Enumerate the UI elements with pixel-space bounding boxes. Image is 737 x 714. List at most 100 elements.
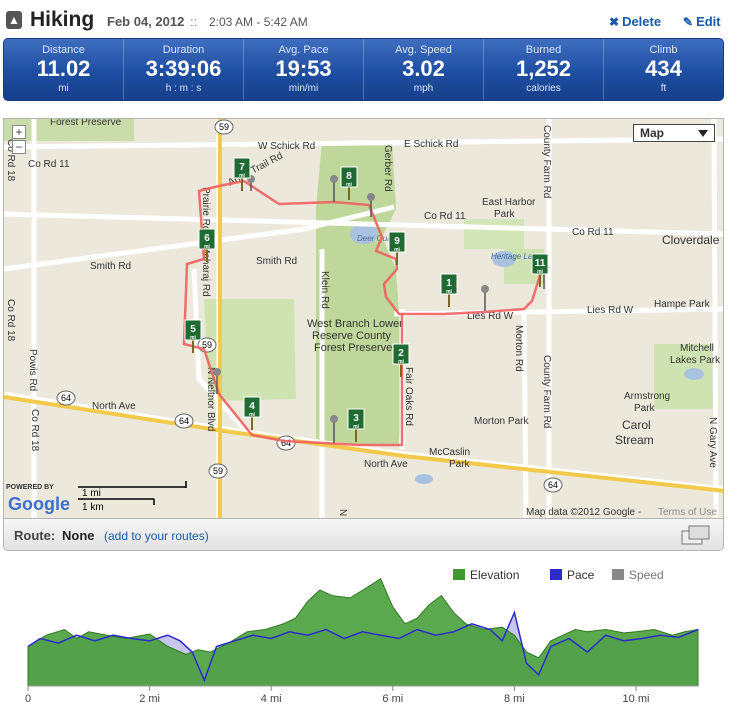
stat-value: 1,252	[515, 56, 572, 81]
map-pin[interactable]	[481, 285, 489, 311]
svg-text:mi: mi	[398, 359, 404, 365]
chart-legend: Elevation Pace Speed	[453, 568, 664, 582]
map-type-label: Map	[640, 126, 664, 140]
road-label: Prairie Rd	[200, 187, 211, 231]
terms-link[interactable]: Terms of Use	[658, 507, 717, 518]
park-label: McCaslin	[429, 447, 470, 458]
park-label: East Harbor	[482, 197, 536, 208]
zoom-in-button[interactable]: +	[12, 125, 26, 139]
lake	[492, 251, 516, 267]
road-label: Klein Rd	[319, 271, 330, 309]
x-tick-label: 6 mi	[382, 693, 403, 705]
lake	[684, 368, 704, 380]
stat-unit: mph	[413, 83, 434, 94]
route-shield: 64	[174, 413, 194, 429]
zoom-out-button[interactable]: −	[12, 140, 26, 154]
svg-text:3: 3	[353, 413, 359, 424]
road-label: Lies Rd W	[467, 311, 514, 322]
chevron-down-icon	[698, 130, 708, 137]
svg-text:5: 5	[190, 324, 196, 335]
route-path	[182, 179, 404, 447]
road-label: County Farm Rd	[541, 355, 552, 428]
edit-button[interactable]: ✎ Edit	[683, 14, 721, 29]
place-label: Carol	[622, 418, 651, 432]
elevation-pace-chart[interactable]: Elevation Pace Speed 0 2 mi 4 mi 6 mi 8 mi 10 m…	[0, 555, 737, 714]
stat-label: Avg. Pace	[278, 44, 329, 56]
svg-text:mi: mi	[204, 244, 210, 250]
road-label: County Farm Rd	[541, 125, 552, 198]
svg-text:9: 9	[394, 236, 400, 247]
road-label: Co Rd 18	[29, 409, 40, 452]
delete-label: Delete	[622, 14, 662, 29]
x-tick-label: 2 mi	[139, 693, 160, 705]
park-label: Hampe Park	[654, 299, 711, 310]
svg-text:59: 59	[219, 122, 229, 132]
mile-marker[interactable]: 2mi	[392, 343, 410, 377]
road-label: Fair Oaks Rd	[403, 367, 414, 426]
park-area	[654, 344, 714, 409]
stat-label: Climb	[649, 44, 678, 56]
date-time-separator: ::	[190, 14, 198, 29]
stat-burned: Burned 1,252 calories	[484, 39, 604, 100]
map-pin[interactable]	[367, 193, 375, 217]
stat-unit: calories	[526, 83, 561, 94]
pencil-icon: ✎	[683, 15, 694, 29]
park-label: Park	[634, 403, 656, 414]
x-tick-label: 0	[25, 693, 31, 705]
add-to-routes-link[interactable]: (add to your routes)	[104, 529, 209, 543]
route-map[interactable]: Forest Preserve W Schick Rd E Schick Rd …	[3, 118, 724, 518]
svg-text:mi: mi	[190, 335, 196, 341]
map-pin[interactable]	[330, 415, 338, 443]
map-pin[interactable]	[213, 368, 221, 394]
mile-marker[interactable]: 1mi	[440, 273, 458, 307]
mile-marker[interactable]: 8mi	[340, 166, 358, 200]
road-label: Powis Rd	[27, 349, 38, 391]
plot-area	[27, 577, 699, 687]
stat-unit: min/mi	[288, 83, 319, 94]
legend-swatch	[612, 569, 624, 580]
road-label: N Gary Ave	[707, 417, 718, 468]
lake	[350, 224, 378, 244]
svg-text:6: 6	[204, 233, 210, 244]
road-label: Co Rd 11	[28, 159, 70, 170]
park-area	[204, 299, 296, 401]
legend-label: Elevation	[470, 568, 519, 582]
road-label: Co Rd 18	[5, 139, 16, 182]
activity-time-range: 2:03 AM - 5:42 AM	[209, 15, 308, 29]
park-label: Mitchell	[680, 343, 714, 354]
park-area	[316, 141, 402, 445]
road-label: Gerber Rd	[382, 145, 393, 192]
route-shield: 64	[56, 390, 76, 406]
expand-map-icon[interactable]	[681, 524, 711, 546]
road-label: E Schick Rd	[404, 139, 458, 150]
road-label: Smith Rd	[256, 256, 297, 267]
map-canvas[interactable]: Forest Preserve W Schick Rd E Schick Rd …	[4, 119, 724, 518]
mile-marker[interactable]: 7mi	[233, 157, 251, 191]
svg-text:64: 64	[548, 480, 558, 490]
map-pin[interactable]	[330, 175, 338, 202]
stat-label: Distance	[42, 44, 85, 56]
svg-text:59: 59	[202, 340, 212, 350]
mile-marker[interactable]: 4mi	[243, 396, 261, 430]
delete-button[interactable]: ✖ Delete	[609, 14, 661, 29]
mile-marker[interactable]: 9mi	[388, 231, 406, 265]
road-label: W Schick Rd	[258, 141, 315, 152]
stat-avg-speed: Avg. Speed 3.02 mph	[364, 39, 484, 100]
mile-marker[interactable]: 6mi	[198, 228, 216, 262]
mile-marker[interactable]: 5mi	[184, 319, 202, 353]
park-label: Lakes Park	[670, 355, 721, 366]
svg-text:mi: mi	[394, 247, 400, 253]
place-label: Cloverdale	[662, 233, 720, 247]
park-label: Reserve County	[312, 330, 391, 342]
mile-marker[interactable]: 3mi	[347, 408, 365, 442]
svg-text:mi: mi	[537, 269, 543, 275]
road-label: Forest Preserve	[50, 119, 122, 128]
park-label: West Branch Lower	[307, 318, 403, 330]
road-label: Smith Rd	[90, 261, 131, 272]
route-value: None	[62, 528, 95, 543]
svg-text:11: 11	[535, 258, 546, 269]
road-label: North Ave	[364, 459, 408, 470]
map-type-select[interactable]: Map	[633, 124, 715, 142]
svg-text:7: 7	[239, 162, 245, 173]
